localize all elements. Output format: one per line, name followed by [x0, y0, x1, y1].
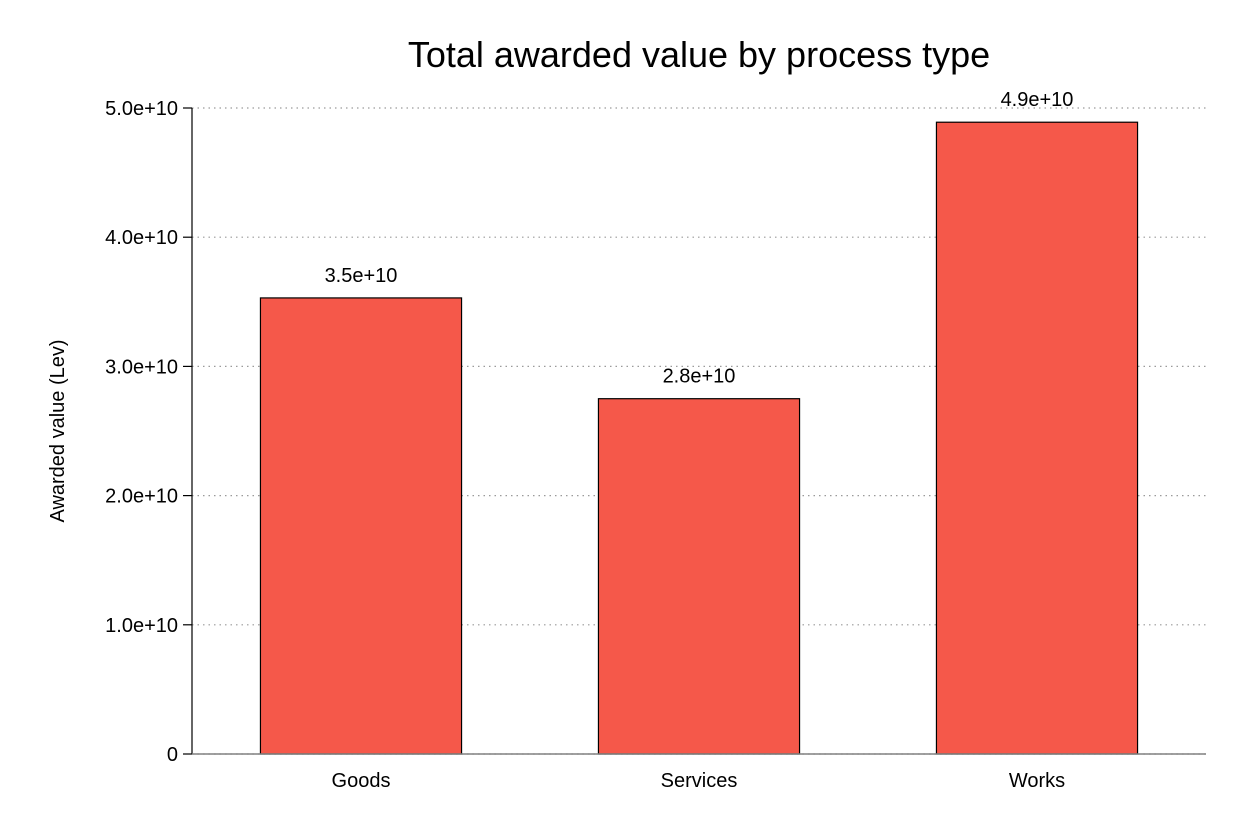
y-axis-label: Awarded value (Lev) [47, 339, 69, 522]
x-tick-label: Goods [332, 770, 391, 792]
y-tick-label: 2.0e+10 [105, 486, 178, 508]
labels: 0 1.0e+10 2.0e+10 3.0e+10 4.0e+10 5.0e+10 3.5e… [105, 89, 1073, 792]
data-label: 2.8e+10 [663, 366, 736, 388]
x-tick-label: Works [1009, 770, 1065, 792]
bar-goods [259, 297, 463, 755]
y-tick-label: 3.0e+10 [105, 356, 178, 378]
y-tick-label: 1.0e+10 [105, 615, 178, 637]
y-tick-label: 0 [167, 744, 178, 766]
chart-title: Total awarded value by process type [408, 34, 990, 75]
bars [259, 121, 1139, 755]
y-tick-label: 4.0e+10 [105, 227, 178, 249]
bar-services [597, 398, 801, 755]
bar-works [935, 121, 1139, 755]
y-tick-label: 5.0e+10 [105, 98, 178, 120]
data-label: 3.5e+10 [325, 265, 398, 287]
data-label: 4.9e+10 [1001, 89, 1074, 111]
axes [183, 107, 1206, 755]
x-tick-label: Services [661, 770, 738, 792]
